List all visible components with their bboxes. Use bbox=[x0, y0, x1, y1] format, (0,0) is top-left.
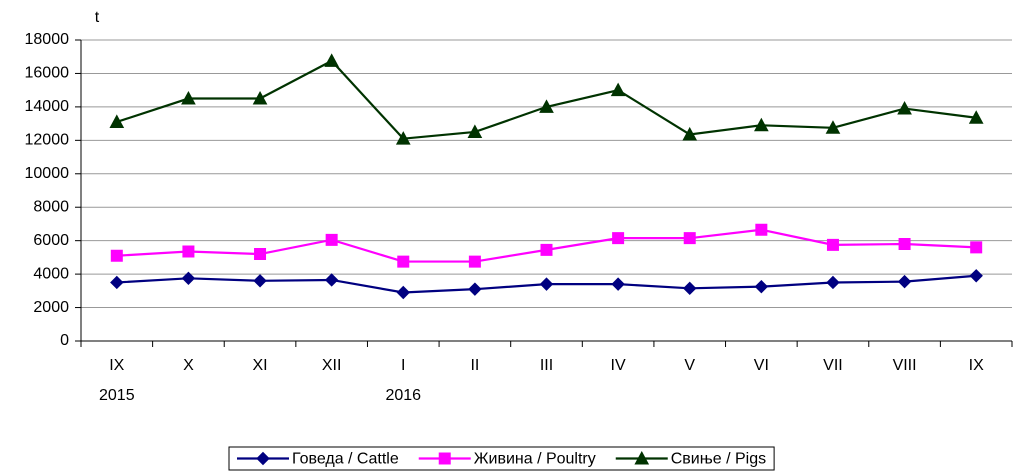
x-tick-label: I bbox=[401, 357, 405, 374]
data-point bbox=[467, 124, 483, 138]
data-point bbox=[755, 223, 768, 236]
data-point bbox=[182, 245, 195, 258]
y-tick-label: 4000 bbox=[33, 265, 69, 282]
data-point bbox=[325, 233, 338, 246]
data-point bbox=[754, 117, 769, 132]
data-point bbox=[754, 279, 769, 294]
y-tick-label: 18000 bbox=[25, 31, 70, 48]
data-point bbox=[683, 232, 696, 245]
y-tick-label: 16000 bbox=[25, 65, 70, 82]
legend-marker bbox=[256, 451, 270, 466]
y-tick-label: 14000 bbox=[25, 98, 70, 115]
data-point bbox=[254, 248, 267, 261]
y-tick-label: 2000 bbox=[33, 299, 69, 316]
data-point bbox=[110, 249, 123, 262]
data-point bbox=[468, 255, 481, 268]
data-point bbox=[825, 120, 841, 134]
data-point bbox=[683, 281, 697, 296]
x-tick-label: XII bbox=[322, 357, 342, 374]
data-point bbox=[110, 275, 124, 290]
y-tick-label: 10000 bbox=[25, 165, 70, 182]
data-point bbox=[252, 90, 268, 105]
data-point bbox=[395, 131, 411, 145]
data-point bbox=[969, 269, 983, 283]
data-point bbox=[897, 274, 912, 289]
x-tick-label: IX bbox=[109, 357, 124, 374]
y-tick-label: 0 bbox=[60, 332, 69, 349]
legend-label: Свиње / Pigs bbox=[671, 451, 766, 468]
x-tick-label: V bbox=[684, 357, 695, 374]
data-point bbox=[898, 238, 911, 251]
data-point bbox=[826, 275, 840, 290]
data-point bbox=[897, 101, 912, 115]
x-tick-label: X bbox=[183, 357, 194, 374]
x-year-label: 2015 bbox=[99, 387, 135, 404]
x-tick-label: II bbox=[470, 357, 479, 374]
data-point bbox=[610, 82, 626, 97]
x-tick-label: IV bbox=[611, 357, 626, 374]
y-tick-label: 12000 bbox=[25, 132, 70, 149]
data-point bbox=[397, 255, 410, 268]
legend-marker bbox=[634, 450, 650, 465]
y-tick-label: 6000 bbox=[33, 232, 69, 249]
x-tick-label: XI bbox=[252, 357, 267, 374]
data-point bbox=[611, 277, 625, 291]
x-tick-label: VII bbox=[823, 357, 843, 374]
y-axis-label: t bbox=[95, 9, 100, 26]
data-point bbox=[181, 271, 196, 285]
y-tick-label: 8000 bbox=[33, 198, 69, 215]
x-tick-label: VIII bbox=[893, 357, 917, 374]
legend-marker bbox=[438, 452, 451, 465]
data-point bbox=[826, 238, 839, 251]
x-tick-label: VI bbox=[754, 357, 769, 374]
data-point bbox=[682, 126, 698, 141]
data-point bbox=[540, 243, 553, 256]
legend: Говеда / Cattle Живина / Poultry Свиње / P… bbox=[228, 446, 775, 471]
data-point bbox=[539, 99, 554, 113]
data-point bbox=[109, 114, 125, 128]
data-point bbox=[968, 110, 984, 124]
x-tick-label: IX bbox=[969, 357, 984, 374]
data-point bbox=[324, 273, 339, 287]
data-point bbox=[612, 232, 625, 245]
data-point bbox=[396, 285, 410, 300]
x-year-label: 2016 bbox=[385, 387, 421, 404]
data-point bbox=[324, 53, 339, 67]
data-point bbox=[181, 90, 196, 105]
data-point bbox=[970, 241, 983, 254]
x-tick-label: III bbox=[540, 357, 553, 374]
legend-label: Живина / Poultry bbox=[474, 451, 596, 468]
data-point bbox=[539, 277, 554, 291]
data-point bbox=[468, 282, 482, 296]
legend-label: Говеда / Cattle bbox=[292, 451, 399, 468]
data-point bbox=[253, 274, 267, 288]
